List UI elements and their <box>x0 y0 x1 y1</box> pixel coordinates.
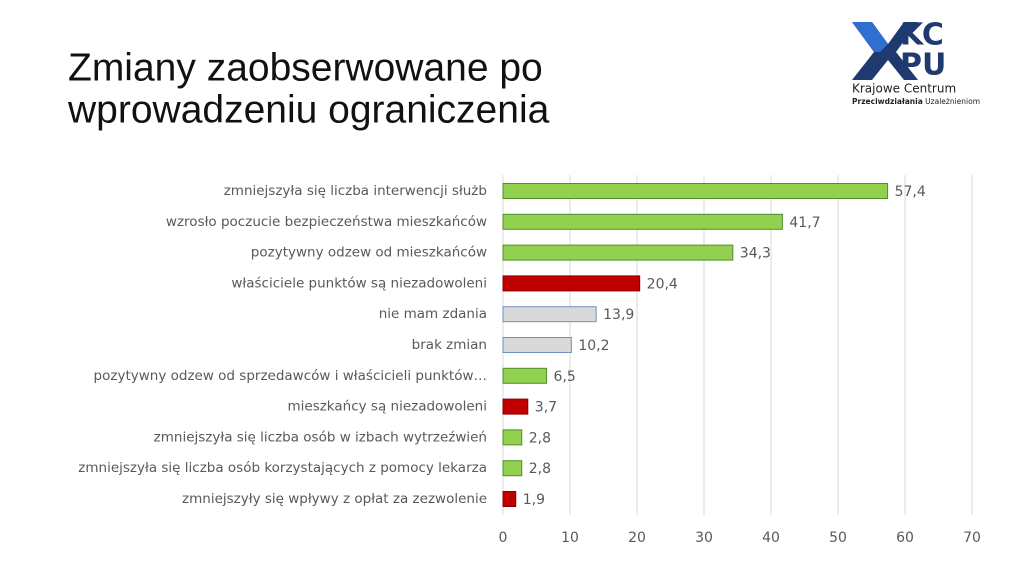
value-label: 13,9 <box>603 307 634 323</box>
x-tick-label: 50 <box>829 530 847 546</box>
bar <box>502 275 641 292</box>
x-tick-label: 30 <box>695 530 713 546</box>
value-label: 20,4 <box>647 276 678 292</box>
logo-shape <box>852 22 888 52</box>
category-label: mieszkańcy są niezadowoleni <box>287 399 487 415</box>
value-label: 2,8 <box>529 461 551 477</box>
logo: KC PU Krajowe Centrum Przeciwdziałania U… <box>852 18 980 106</box>
value-label: 6,5 <box>554 369 576 385</box>
category-label: wzrosło poczucie bezpieczeństwa mieszkań… <box>166 214 487 230</box>
logo-text: Uzależnieniom <box>925 97 980 106</box>
category-label: pozytywny odzew od sprzedawców i właścic… <box>94 368 487 384</box>
chart-title: wprowadzeniu ograniczenia <box>67 88 550 131</box>
logo-mark: PU <box>900 48 946 83</box>
category-label: zmniejszyły się wpływy z opłat za zezwol… <box>182 491 487 507</box>
value-label: 3,7 <box>535 400 557 416</box>
category-label: zmniejszyła się liczba osób w izbach wyt… <box>154 429 487 445</box>
bar <box>502 183 889 199</box>
value-label: 10,2 <box>578 338 609 354</box>
logo-mark: KC <box>900 18 944 53</box>
x-tick-label: 20 <box>628 530 646 546</box>
category-label: właściciele punktów są niezadowoleni <box>231 275 487 291</box>
x-tick-label: 10 <box>561 530 579 546</box>
bar <box>502 460 523 477</box>
value-label: 57,4 <box>895 184 926 200</box>
category-label: zmniejszyła się liczba osób korzystający… <box>78 460 487 476</box>
x-tick-label: 40 <box>762 530 780 546</box>
bar <box>502 244 734 261</box>
category-label: pozytywny odzew od mieszkańców <box>251 245 487 261</box>
bar <box>502 213 783 230</box>
bar <box>502 491 517 507</box>
value-label: 2,8 <box>529 430 551 446</box>
x-tick-label: 60 <box>896 530 914 546</box>
category-label: nie mam zdania <box>379 306 487 322</box>
category-label: zmniejszyła się liczba interwencji służb <box>224 183 487 199</box>
bar <box>502 398 529 415</box>
chart-title: Zmiany zaobserwowane po <box>68 46 543 89</box>
bar <box>502 337 572 353</box>
x-tick-label: 0 <box>499 530 508 546</box>
chart: 0 10 20 30 40 50 60 70 zmniejszyła się liczba in… <box>78 175 981 546</box>
bar <box>502 306 597 323</box>
logo-text: Przeciwdziałania Uzależnieniom <box>852 97 980 106</box>
value-label: 41,7 <box>789 215 820 231</box>
logo-text: Krajowe Centrum <box>852 82 956 96</box>
bar <box>502 367 548 384</box>
bar <box>502 429 523 446</box>
value-label: 34,3 <box>740 246 771 262</box>
x-tick-label: 70 <box>963 530 981 546</box>
logo-text: Przeciwdziałania <box>852 97 923 106</box>
category-label: brak zmian <box>412 337 487 353</box>
value-label: 1,9 <box>523 492 545 508</box>
